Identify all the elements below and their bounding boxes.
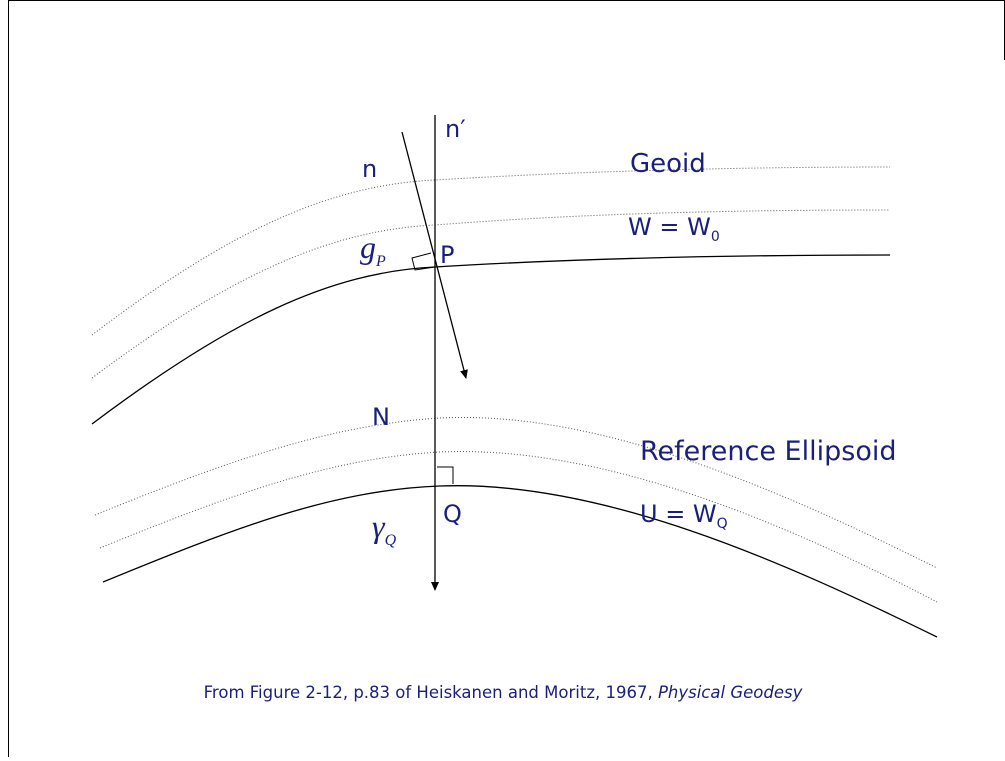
label-text: Geoid xyxy=(630,149,706,179)
label: n′ xyxy=(445,115,466,143)
label-text: γ xyxy=(372,508,386,544)
label-text: Q xyxy=(443,500,462,528)
label: n xyxy=(362,155,377,183)
label-text: n xyxy=(362,155,377,183)
label-text: U = W xyxy=(640,500,717,528)
plumb-line-n xyxy=(401,131,468,379)
label-text: n′ xyxy=(445,115,466,143)
label: P xyxy=(440,241,454,269)
label: Reference Ellipsoid xyxy=(640,436,896,467)
label: W = W0 xyxy=(628,213,720,245)
caption-source: Physical Geodesy xyxy=(658,683,803,702)
label-subscript: 0 xyxy=(711,229,720,245)
label: Geoid xyxy=(630,149,706,179)
geoid-curve xyxy=(91,254,891,425)
right-angle-q xyxy=(437,466,454,484)
geoid-level-curve xyxy=(91,166,891,336)
label-text: W = W xyxy=(628,213,711,241)
label: N xyxy=(372,403,390,431)
right-angle-p xyxy=(411,252,436,271)
label: U = WQ xyxy=(640,500,728,532)
caption-text: From Figure 2-12, p.83 of Heiskanen and … xyxy=(204,683,658,702)
label: gP xyxy=(360,229,386,270)
caption: From Figure 2-12, p.83 of Heiskanen and … xyxy=(204,683,803,702)
label-text: P xyxy=(440,241,454,269)
label: Q xyxy=(443,500,462,528)
geoid-level-curve xyxy=(91,209,891,379)
label-text: g xyxy=(360,229,376,265)
label-subscript: Q xyxy=(717,516,728,532)
ellipsoid-curve xyxy=(102,485,938,638)
label: γQ xyxy=(372,508,397,549)
label-subscript: P xyxy=(375,253,386,270)
ellipsoid-level-curve xyxy=(99,451,938,603)
label-text: Reference Ellipsoid xyxy=(640,436,896,467)
label-text: N xyxy=(372,403,390,431)
label-subscript: Q xyxy=(385,532,397,549)
